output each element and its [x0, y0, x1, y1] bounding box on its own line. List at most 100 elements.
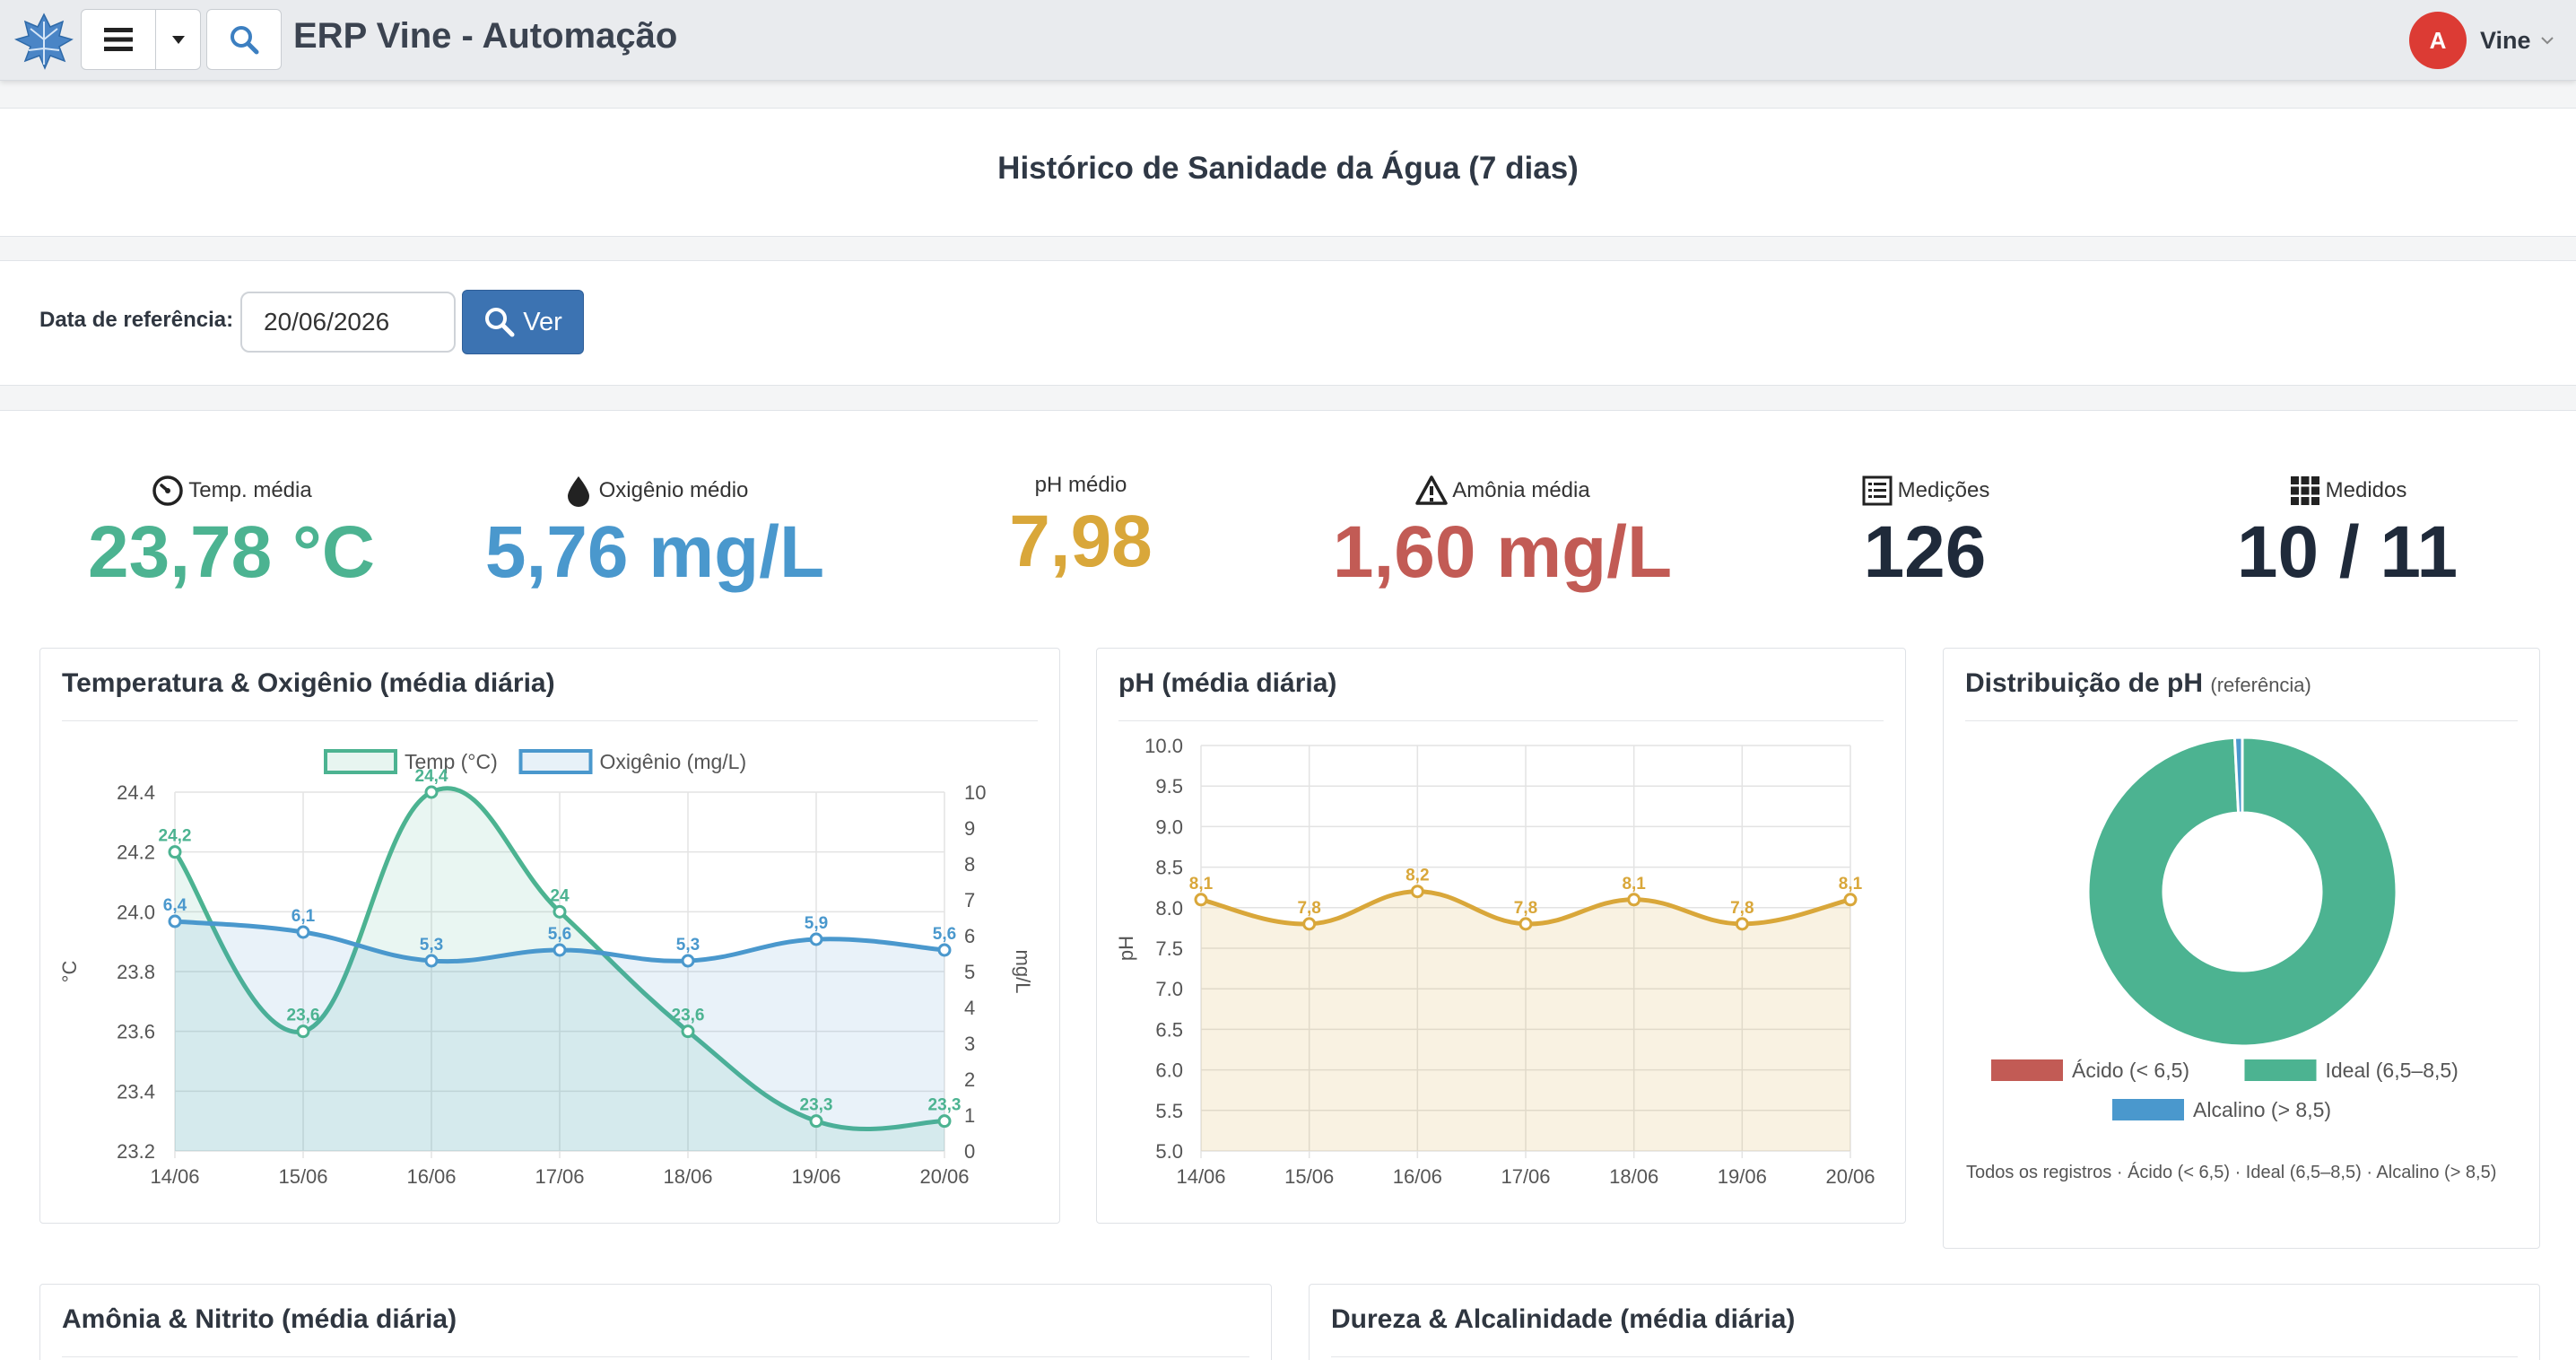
x-tick-label: 20/06 — [1825, 1165, 1875, 1188]
view-button[interactable]: Ver — [462, 290, 584, 354]
ph-distribution-footnote: Todos os registros · Ácido (< 6,5) · Ide… — [1966, 1163, 2497, 1182]
x-tick-label: 19/06 — [791, 1165, 840, 1188]
kpi-value: 126 — [1863, 511, 1987, 593]
y-tick-label: 6.0 — [1155, 1059, 1183, 1082]
x-tick-label: 18/06 — [1609, 1165, 1658, 1188]
title-panel — [0, 108, 2576, 237]
data-point — [1735, 917, 1749, 931]
search-icon — [231, 26, 259, 55]
kpi-value: 10 / 11 — [2236, 511, 2459, 593]
data-label: 23,3 — [800, 1096, 833, 1115]
data-label: 8,2 — [1405, 867, 1429, 885]
legend-label: Alcalino (> 8,5) — [2193, 1098, 2331, 1121]
kpi-ammonia: Amônia média 1,60 mg/L — [1305, 471, 1700, 595]
data-label: 5,6 — [548, 925, 571, 944]
kpi-measurements: Medições 126 — [1727, 471, 2122, 595]
legend-swatch — [2244, 1059, 2317, 1081]
y-tick-label: 23.2 — [117, 1140, 155, 1163]
data-label: 23,6 — [287, 1007, 320, 1025]
y2-tick-label: 8 — [964, 853, 975, 876]
y-tick-label: 24.2 — [117, 841, 155, 864]
legend-swatch — [518, 749, 593, 774]
data-label: 24 — [550, 886, 570, 905]
card-divider — [62, 1356, 1249, 1357]
x-tick-label: 16/06 — [406, 1165, 456, 1188]
caret-down-icon — [171, 35, 185, 44]
legend-swatch — [2112, 1099, 2184, 1120]
temp-oxygen-card: Temperatura & Oxigênio (média diária) 24… — [39, 648, 1060, 1224]
data-point — [681, 1024, 695, 1039]
kpi-label: Oxigênio médio — [598, 478, 749, 502]
reference-date-input[interactable] — [240, 292, 456, 353]
card-title: Amônia & Nitrito (média diária) — [62, 1304, 457, 1334]
y-tick-label: 5.0 — [1155, 1140, 1183, 1163]
warning-icon — [1415, 475, 1449, 505]
y-tick-label: 23.4 — [117, 1080, 155, 1103]
data-label: 5,6 — [933, 925, 956, 944]
vine-leaf-logo[interactable] — [13, 9, 75, 72]
y2-tick-label: 2 — [964, 1068, 975, 1091]
hamburger-icon — [104, 28, 133, 51]
x-tick-label: 15/06 — [278, 1165, 327, 1188]
data-point — [1519, 917, 1533, 931]
search-button[interactable] — [206, 9, 282, 70]
x-tick-label: 14/06 — [150, 1165, 199, 1188]
kpi-label: Temp. média — [188, 478, 312, 502]
series-area — [175, 788, 944, 1151]
user-name[interactable]: Vine — [2480, 27, 2531, 54]
y-tick-label: 24.0 — [117, 901, 155, 923]
gauge-icon — [152, 475, 184, 506]
ph-distribution-chart: Ácido (< 6,5) Ideal (6,5–8,5) Alcalino (> … — [1991, 736, 2459, 1121]
data-label: 5,3 — [676, 936, 700, 955]
pie-slice — [2086, 736, 2398, 1048]
x-tick-label: 17/06 — [535, 1165, 584, 1188]
data-label: 5,9 — [805, 914, 828, 933]
data-point — [168, 845, 182, 859]
search-icon — [485, 308, 515, 337]
user-avatar[interactable]: A — [2409, 12, 2467, 69]
y-tick-label: 8.0 — [1155, 897, 1183, 920]
legend-label: Ideal (6,5–8,5) — [2326, 1059, 2459, 1082]
data-label: 7,8 — [1730, 899, 1754, 918]
kpi-ph: pH médio 7,98 — [883, 471, 1278, 584]
x-tick-label: 16/06 — [1393, 1165, 1442, 1188]
data-point — [1843, 893, 1858, 907]
y2-axis-label: mg/L — [1012, 950, 1034, 994]
y2-tick-label: 5 — [964, 961, 975, 983]
data-point — [168, 914, 182, 928]
y2-tick-label: 0 — [964, 1140, 975, 1163]
chevron-down-icon[interactable] — [2541, 36, 2554, 45]
menu-dropdown-button[interactable] — [156, 9, 201, 70]
y-tick-label: 7.0 — [1155, 978, 1183, 1000]
ammonia-nitrite-card: Amônia & Nitrito (média diária) — [39, 1284, 1272, 1360]
y-tick-label: 10.0 — [1144, 735, 1183, 757]
data-point — [937, 943, 952, 957]
card-divider — [1118, 720, 1884, 721]
data-point — [809, 932, 823, 946]
x-tick-label: 18/06 — [663, 1165, 712, 1188]
legend-label: Temp (°C) — [405, 750, 498, 773]
data-label: 23,6 — [672, 1007, 705, 1025]
x-tick-label: 17/06 — [1501, 1165, 1550, 1188]
x-tick-label: 14/06 — [1176, 1165, 1225, 1188]
legend-swatch — [324, 749, 397, 774]
legend-label: Ácido (< 6,5) — [2072, 1059, 2189, 1082]
menu-button[interactable] — [81, 9, 156, 70]
y-tick-label: 7.5 — [1155, 937, 1183, 960]
y2-tick-label: 7 — [964, 889, 975, 911]
kpi-temperature: Temp. média 23,78 °C — [34, 471, 429, 595]
y2-tick-label: 3 — [964, 1033, 975, 1055]
card-title: Temperatura & Oxigênio (média diária) — [62, 668, 555, 698]
data-point — [553, 943, 567, 957]
ph-chart: 10.0 9.5 9.0 8.5 8.0 7.5 7.0 6.5 6.0 5.5 5.014/06 1… — [1115, 735, 1875, 1188]
drop-icon — [567, 476, 589, 507]
data-label: 23,3 — [928, 1096, 962, 1115]
data-point — [1410, 885, 1424, 899]
data-label: 8,1 — [1839, 875, 1863, 894]
data-point — [296, 925, 310, 939]
top-navbar: ERP Vine - Automação A Vine — [0, 0, 2576, 81]
data-label: 7,8 — [1514, 899, 1537, 918]
data-label: 8,1 — [1622, 875, 1646, 894]
reference-date-label: Data de referência: — [39, 308, 234, 332]
y2-tick-label: 10 — [964, 781, 986, 804]
